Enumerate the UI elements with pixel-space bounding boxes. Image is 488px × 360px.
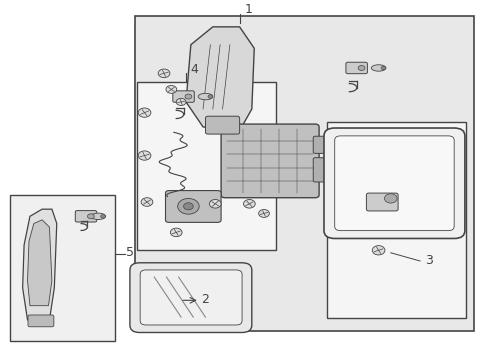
Circle shape [165, 85, 176, 93]
FancyBboxPatch shape [313, 136, 329, 153]
Polygon shape [185, 27, 254, 131]
Text: 4: 4 [189, 63, 197, 76]
Circle shape [177, 198, 199, 214]
Circle shape [384, 194, 396, 203]
Ellipse shape [91, 213, 105, 220]
Circle shape [207, 95, 212, 98]
Ellipse shape [198, 93, 212, 100]
Circle shape [101, 215, 105, 218]
Circle shape [158, 69, 169, 78]
FancyBboxPatch shape [165, 190, 221, 222]
Circle shape [170, 228, 182, 237]
FancyBboxPatch shape [140, 270, 242, 325]
Circle shape [183, 203, 193, 210]
Circle shape [138, 108, 151, 117]
Text: 2: 2 [201, 293, 209, 306]
Circle shape [243, 199, 255, 208]
Circle shape [209, 199, 221, 208]
Circle shape [184, 94, 191, 99]
Bar [135, 16, 473, 331]
FancyBboxPatch shape [172, 91, 194, 102]
Circle shape [176, 98, 185, 105]
Bar [327, 122, 466, 318]
Ellipse shape [370, 65, 385, 71]
Polygon shape [27, 220, 52, 306]
FancyBboxPatch shape [334, 136, 453, 231]
Circle shape [258, 210, 269, 217]
Circle shape [357, 66, 364, 71]
FancyBboxPatch shape [313, 158, 329, 182]
FancyBboxPatch shape [345, 62, 366, 74]
FancyBboxPatch shape [221, 124, 319, 198]
Circle shape [87, 214, 94, 219]
Polygon shape [22, 209, 57, 320]
Text: 3: 3 [424, 254, 432, 267]
FancyBboxPatch shape [28, 315, 54, 327]
Circle shape [380, 66, 385, 70]
Circle shape [138, 151, 151, 160]
Circle shape [371, 246, 384, 255]
Circle shape [141, 198, 153, 206]
Bar [137, 82, 276, 250]
FancyBboxPatch shape [366, 193, 397, 211]
FancyBboxPatch shape [205, 116, 239, 134]
Bar [10, 195, 115, 341]
FancyBboxPatch shape [130, 263, 251, 333]
Text: 1: 1 [244, 3, 252, 16]
Text: 5: 5 [126, 246, 134, 259]
FancyBboxPatch shape [75, 211, 97, 222]
FancyBboxPatch shape [324, 128, 464, 238]
